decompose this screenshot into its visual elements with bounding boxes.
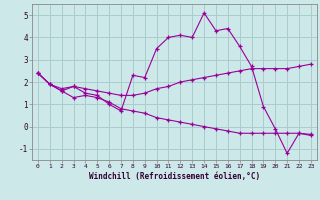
X-axis label: Windchill (Refroidissement éolien,°C): Windchill (Refroidissement éolien,°C) xyxy=(89,172,260,181)
